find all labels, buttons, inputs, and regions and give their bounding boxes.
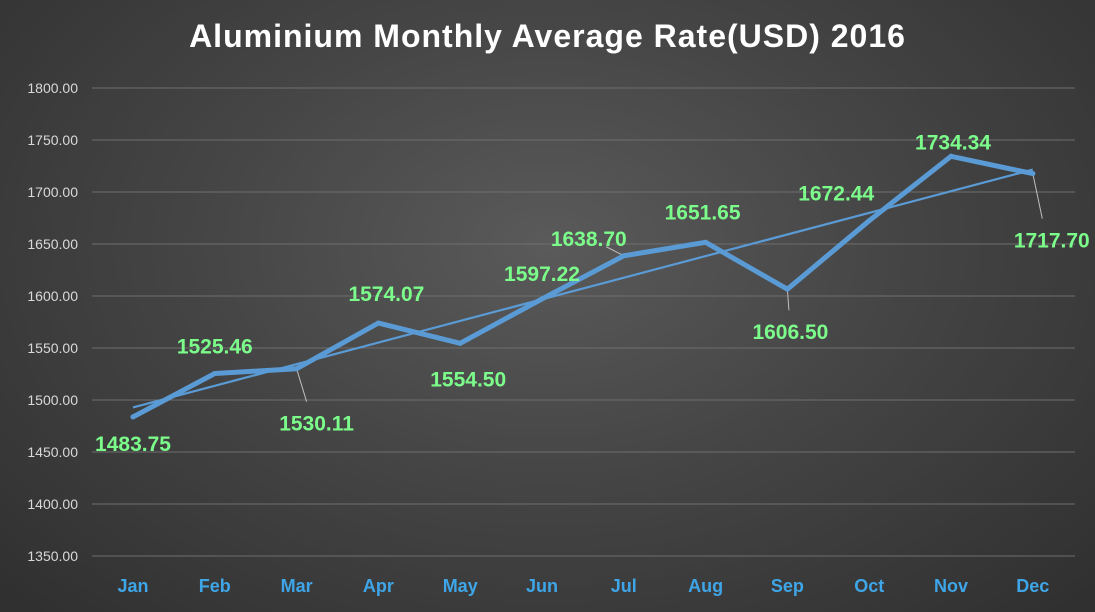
series-line [130,153,1036,420]
y-tick-label: 1450.00 [27,444,78,460]
data-label: 1651.65 [665,201,741,224]
data-label: 1574.07 [348,283,424,306]
x-category-label: Feb [199,576,231,596]
data-label: 1672.44 [798,183,874,206]
x-category-label: Aug [688,576,723,596]
data-point [457,340,463,346]
x-category-label: Jan [117,576,148,596]
data-point [130,414,136,420]
data-label: 1554.50 [430,368,506,391]
data-point [375,320,381,326]
label-leader-line [1032,173,1043,219]
gridlines [92,87,1075,557]
y-tick-label: 1350.00 [27,548,78,564]
data-point [784,286,790,292]
y-tick-label: 1800.00 [27,80,78,96]
y-tick-label: 1650.00 [27,236,78,252]
y-tick-label: 1500.00 [27,392,78,408]
x-category-label: Dec [1016,576,1049,596]
series-layer [130,153,1036,420]
x-category-label: Oct [854,576,884,596]
data-point [539,296,545,302]
label-leader-line [296,368,308,402]
y-tick-label: 1600.00 [27,288,78,304]
data-label: 1717.70 [1014,230,1090,253]
data-point [294,366,300,372]
x-category-label: Sep [771,576,804,596]
data-label: 1483.75 [95,433,171,456]
label-leader-lines [296,173,1043,402]
chart-title: Aluminium Monthly Average Rate(USD) 2016 [189,18,906,54]
y-tick-label: 1750.00 [27,132,78,148]
data-point [866,218,872,224]
x-category-label: May [443,576,478,596]
data-label: 1530.11 [279,413,354,436]
data-label: 1525.46 [177,336,253,359]
y-tick-label: 1700.00 [27,184,78,200]
label-leader-line [786,289,790,311]
x-category-label: Jul [611,576,637,596]
y-tick-label: 1550.00 [27,340,78,356]
data-point [212,371,218,377]
data-point [1030,171,1036,177]
x-axis-category-labels: Jan Feb Mar Apr May Jun Jul Aug Sep Oct Nov Dec [117,576,1049,596]
x-category-label: Nov [934,576,968,596]
data-labels: 1483.75 1525.46 1530.11 1574.07 1554.50 1597.… [95,131,1090,456]
y-axis-tick-labels: 1350.00 1400.00 1450.00 1500.00 1550.00 1600.… [27,80,78,564]
data-point [948,153,954,159]
data-point [703,239,709,245]
data-label: 1734.34 [915,131,991,154]
data-label: 1606.50 [752,321,828,344]
x-category-label: Jun [526,576,558,596]
data-point [621,253,627,259]
x-category-label: Apr [363,576,394,596]
label-leader-line [606,246,625,257]
y-tick-label: 1400.00 [27,496,78,512]
data-label: 1597.22 [504,263,580,286]
x-category-label: Mar [281,576,313,596]
data-label: 1638.70 [551,228,627,251]
